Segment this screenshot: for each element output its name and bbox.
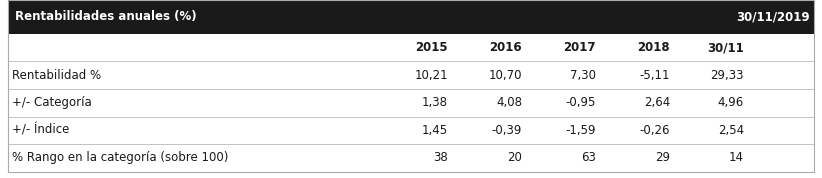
Text: 10,21: 10,21 (414, 69, 448, 82)
Text: 10,70: 10,70 (488, 69, 522, 82)
Text: Rentabilidad %: Rentabilidad % (12, 69, 101, 82)
Text: 2016: 2016 (489, 41, 522, 54)
Text: 2015: 2015 (415, 41, 448, 54)
Text: -0,26: -0,26 (640, 124, 670, 137)
Text: -5,11: -5,11 (640, 69, 670, 82)
Text: 30/11/2019: 30/11/2019 (736, 10, 810, 23)
Text: 14: 14 (729, 151, 744, 164)
Text: 29,33: 29,33 (710, 69, 744, 82)
Text: 2,64: 2,64 (644, 96, 670, 109)
Text: 2017: 2017 (563, 41, 596, 54)
Text: 2,54: 2,54 (718, 124, 744, 137)
Text: 63: 63 (581, 151, 596, 164)
Text: 2018: 2018 (637, 41, 670, 54)
Text: % Rango en la categoría (sobre 100): % Rango en la categoría (sobre 100) (12, 151, 229, 164)
Text: 4,08: 4,08 (496, 96, 522, 109)
Text: 1,38: 1,38 (422, 96, 448, 109)
Text: 20: 20 (507, 151, 522, 164)
Text: 7,30: 7,30 (570, 69, 596, 82)
Text: +/- Categoría: +/- Categoría (12, 96, 92, 109)
Text: -0,39: -0,39 (492, 124, 522, 137)
Text: +/- Índice: +/- Índice (12, 124, 70, 137)
Text: Rentabilidades anuales (%): Rentabilidades anuales (%) (15, 10, 196, 23)
Text: 29: 29 (655, 151, 670, 164)
Bar (8, 0, 814, 34)
Text: 4,96: 4,96 (718, 96, 744, 109)
Text: 38: 38 (433, 151, 448, 164)
Text: -1,59: -1,59 (566, 124, 596, 137)
Text: -0,95: -0,95 (566, 96, 596, 109)
Text: 1,45: 1,45 (422, 124, 448, 137)
Text: 30/11: 30/11 (707, 41, 744, 54)
